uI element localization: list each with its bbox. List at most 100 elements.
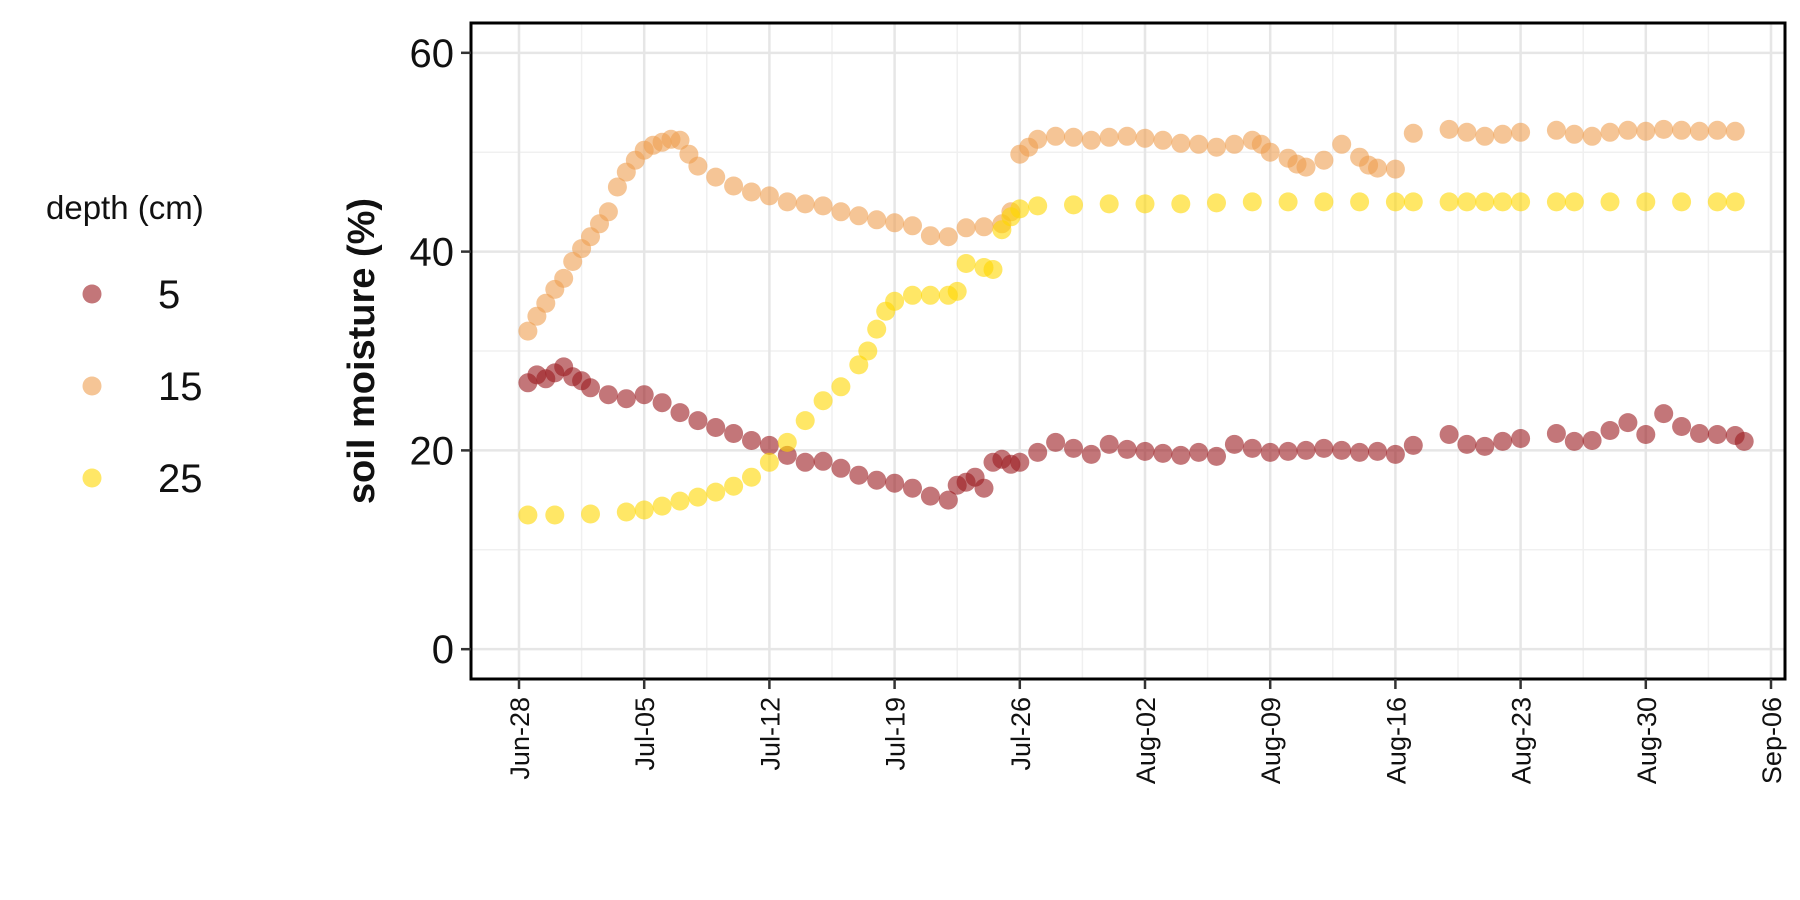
- legend-label-15: 15: [158, 365, 203, 409]
- data-point: [1207, 446, 1226, 466]
- data-point: [1707, 120, 1727, 140]
- data-point: [1403, 192, 1423, 212]
- data-point: [1654, 119, 1674, 139]
- data-point: [795, 194, 815, 214]
- data-point: [1296, 157, 1316, 177]
- data-point: [536, 293, 556, 313]
- data-point: [1350, 442, 1370, 462]
- data-point: [1439, 192, 1459, 212]
- data-point: [938, 227, 958, 247]
- data-point: [1493, 124, 1513, 144]
- data-point: [956, 218, 976, 238]
- data-point: [1511, 192, 1531, 212]
- data-point: [1278, 441, 1298, 461]
- data-point: [634, 385, 654, 405]
- data-point: [1099, 127, 1119, 147]
- y-tick-label: 40: [410, 231, 455, 275]
- data-point: [706, 482, 726, 502]
- data-point: [1690, 121, 1709, 141]
- data-point: [1385, 192, 1405, 212]
- data-point: [670, 130, 690, 150]
- data-point: [759, 452, 779, 472]
- data-point: [554, 268, 574, 288]
- data-point: [670, 403, 690, 423]
- data-point: [1046, 126, 1066, 146]
- data-point: [813, 391, 833, 411]
- data-point: [616, 389, 636, 409]
- data-point: [1707, 192, 1727, 212]
- data-point: [581, 504, 600, 524]
- data-point: [849, 206, 869, 226]
- data-point: [885, 291, 905, 311]
- data-point: [1064, 195, 1083, 215]
- data-point: [1350, 192, 1370, 212]
- plot-points: [518, 119, 1754, 525]
- data-point: [1403, 435, 1423, 455]
- data-point: [885, 213, 905, 233]
- data-point: [1117, 126, 1137, 146]
- data-point: [1457, 122, 1477, 142]
- x-tick-label: Jul-26: [1006, 697, 1036, 771]
- data-point: [1099, 194, 1119, 214]
- data-point: [706, 418, 726, 437]
- data-point: [1600, 122, 1620, 142]
- y-tick-label: 20: [410, 429, 455, 473]
- data-point: [1600, 192, 1620, 212]
- data-point: [1028, 442, 1048, 462]
- series-25: [518, 192, 1745, 525]
- data-point: [1207, 137, 1226, 157]
- data-point: [867, 319, 887, 339]
- data-point: [1242, 192, 1262, 212]
- data-point: [759, 186, 779, 206]
- data-point: [634, 500, 654, 520]
- data-point: [1385, 159, 1405, 179]
- data-point: [1314, 438, 1334, 458]
- x-tick-label: Aug-30: [1632, 697, 1662, 784]
- data-point: [1153, 443, 1173, 463]
- data-point: [1546, 120, 1566, 140]
- data-point: [652, 496, 672, 516]
- plot-grid: [471, 23, 1785, 679]
- data-point: [777, 192, 797, 212]
- data-point: [1636, 425, 1656, 444]
- data-point: [1672, 417, 1692, 436]
- data-point: [688, 411, 708, 431]
- data-point: [1707, 425, 1727, 444]
- data-point: [938, 490, 958, 510]
- data-point: [1493, 431, 1513, 451]
- data-point: [903, 478, 922, 498]
- legend-label-25: 25: [158, 457, 203, 501]
- data-point: [974, 478, 994, 498]
- data-point: [813, 451, 833, 471]
- data-point: [1725, 192, 1745, 212]
- data-point: [1725, 121, 1745, 141]
- data-point: [1153, 130, 1173, 150]
- series-15: [518, 119, 1745, 341]
- data-point: [1207, 193, 1226, 213]
- data-point: [1171, 445, 1191, 465]
- data-point: [1010, 452, 1030, 472]
- data-point: [1654, 404, 1674, 424]
- data-point: [903, 216, 922, 236]
- data-point: [1618, 120, 1638, 140]
- data-point: [1564, 192, 1584, 212]
- data-point: [1028, 129, 1048, 149]
- series-5: [518, 357, 1754, 510]
- data-point: [956, 254, 976, 273]
- data-point: [1618, 413, 1638, 433]
- data-point: [1242, 438, 1262, 458]
- data-point: [849, 355, 869, 375]
- data-point: [1457, 192, 1477, 212]
- data-point: [831, 202, 851, 222]
- data-point: [1314, 150, 1334, 170]
- data-point: [1064, 438, 1083, 458]
- data-point: [1296, 440, 1316, 460]
- data-point: [724, 424, 744, 443]
- data-point: [885, 473, 905, 493]
- legend-key-25: [82, 468, 102, 488]
- data-point: [1672, 192, 1692, 212]
- data-point: [598, 385, 618, 405]
- data-point: [983, 260, 1003, 279]
- data-point: [1439, 119, 1459, 139]
- data-point: [1457, 434, 1477, 454]
